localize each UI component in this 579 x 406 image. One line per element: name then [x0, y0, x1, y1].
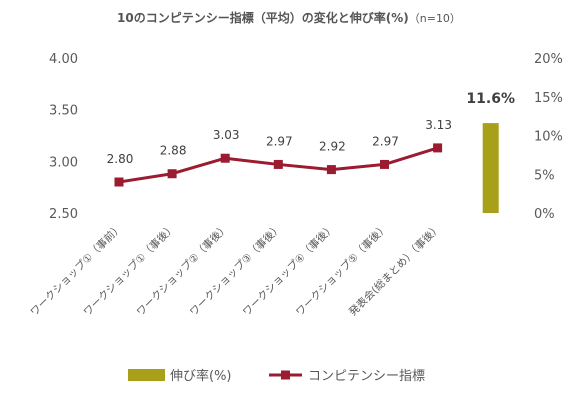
- competency-data-label: 2.97: [266, 134, 293, 148]
- competency-point: [326, 165, 336, 175]
- competency-data-label: 3.03: [213, 128, 240, 142]
- x-category-label: ワークショップ③（事後）: [187, 221, 285, 319]
- y-left-tick-label: 3.00: [49, 155, 78, 170]
- x-category-label: ワークショップ②（事後）: [134, 221, 232, 319]
- competency-point: [273, 159, 283, 169]
- competency-point: [114, 177, 124, 187]
- y-right-tick-label: 5%: [534, 168, 555, 183]
- legend-label-competency: コンピテンシー指標: [308, 369, 425, 384]
- competency-point: [433, 143, 443, 153]
- y-right-tick-label: 20%: [534, 52, 563, 67]
- x-category-label: ワークショップ①（事前）: [28, 221, 126, 319]
- x-category-label: ワークショップ④（事後）: [240, 221, 338, 319]
- competency-point: [167, 169, 177, 179]
- x-category-label: ワークショップ①（事後）: [81, 221, 179, 319]
- chart-title-suffix: （n=10）: [409, 12, 461, 25]
- competency-data-label: 2.97: [372, 134, 399, 148]
- y-right-tick-label: 0%: [534, 207, 555, 222]
- y-right-tick-label: 15%: [534, 91, 563, 106]
- chart-title: 10のコンピテンシー指標（平均）の変化と伸び率(%)（n=10）: [117, 10, 461, 25]
- competency-data-label: 3.13: [425, 118, 452, 132]
- growth-rate-bar: [482, 123, 499, 213]
- x-category-label: ワークショップ⑤（事後）: [293, 221, 391, 319]
- legend-swatch-competency-marker: [281, 370, 290, 380]
- growth-rate-bar-label: 11.6%: [466, 91, 515, 107]
- competency-data-label: 2.80: [107, 152, 134, 166]
- competency-data-label: 2.92: [319, 140, 346, 154]
- x-category-label: 発表会(総まとめ）（事後）: [346, 221, 443, 318]
- legend-swatch-growth-rate: [128, 369, 165, 381]
- y-left-tick-label: 3.50: [49, 104, 78, 119]
- competency-point: [380, 159, 389, 169]
- y-right-tick-label: 10%: [534, 130, 563, 145]
- competency-data-label: 2.88: [160, 144, 187, 158]
- chart-title-main: 10のコンピテンシー指標（平均）の変化と伸び率(%): [117, 10, 409, 25]
- y-left-tick-label: 4.00: [49, 52, 78, 67]
- legend-label-growth-rate: 伸び率(%): [170, 368, 232, 384]
- competency-point: [220, 153, 230, 163]
- y-left-tick-label: 2.50: [49, 207, 78, 222]
